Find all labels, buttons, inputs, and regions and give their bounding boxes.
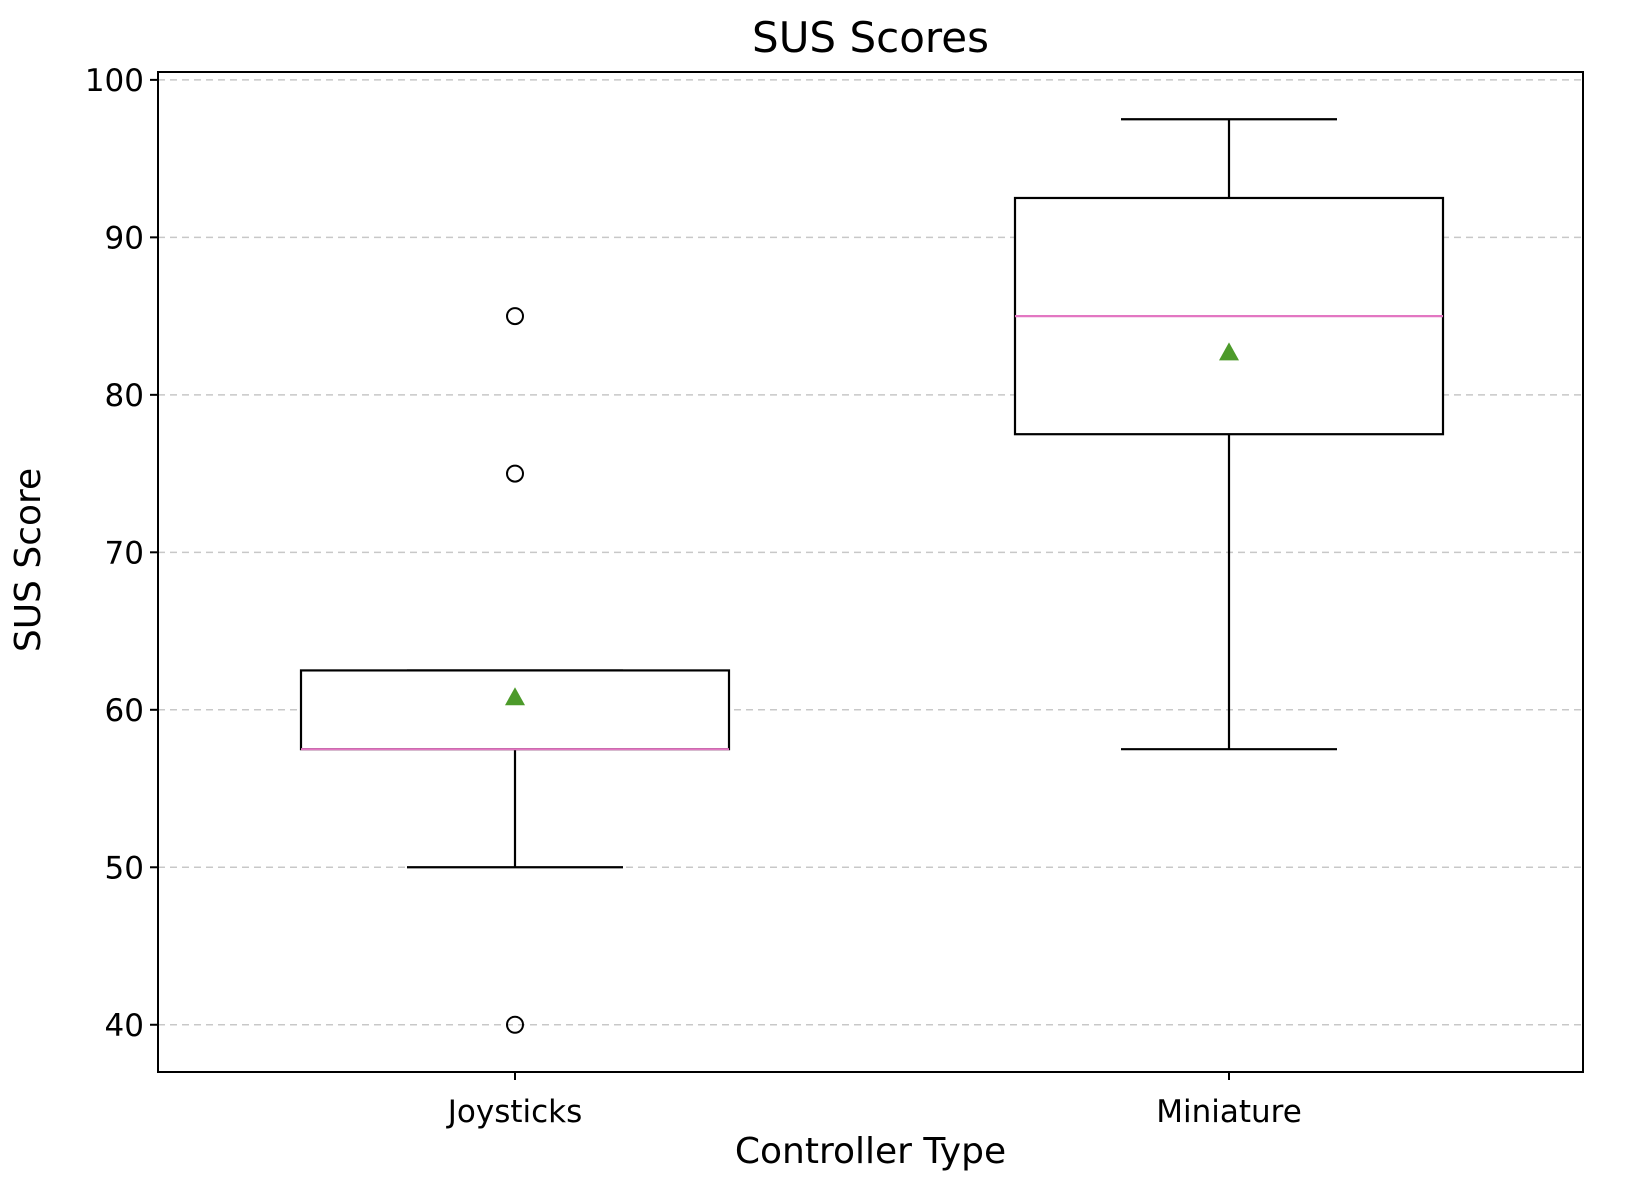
outlier-point [506,307,524,326]
outlier-point [506,464,524,483]
outlier-point [506,1015,524,1034]
y-tick-label: 100 [85,63,144,99]
y-axis: 40 50 60 70 80 90 100 [85,63,158,1044]
mean-marker [505,687,525,706]
x-axis-title: Controller Type [735,1131,1006,1172]
plot-frame [157,71,1584,1073]
box-group-joysticks [299,307,731,1034]
mean-marker [1219,342,1239,361]
grid-lines [158,79,1583,1026]
y-tick-label: 70 [105,535,144,571]
x-tick-label: Miniature [1156,1094,1302,1130]
x-axis: Joysticks Miniature [446,1072,1302,1130]
y-axis-title: SUS Score [8,468,49,652]
x-tick-label: Joysticks [446,1094,583,1130]
box-layer [299,118,1445,1034]
y-tick-label: 80 [105,378,144,414]
y-tick-label: 90 [105,220,144,256]
chart-title: SUS Scores [752,13,989,62]
box-iqr [299,669,731,751]
box-group-miniature [1013,118,1445,751]
y-tick-label: 40 [105,1008,144,1044]
y-tick-label: 50 [105,850,144,886]
y-tick-label: 60 [105,693,144,729]
